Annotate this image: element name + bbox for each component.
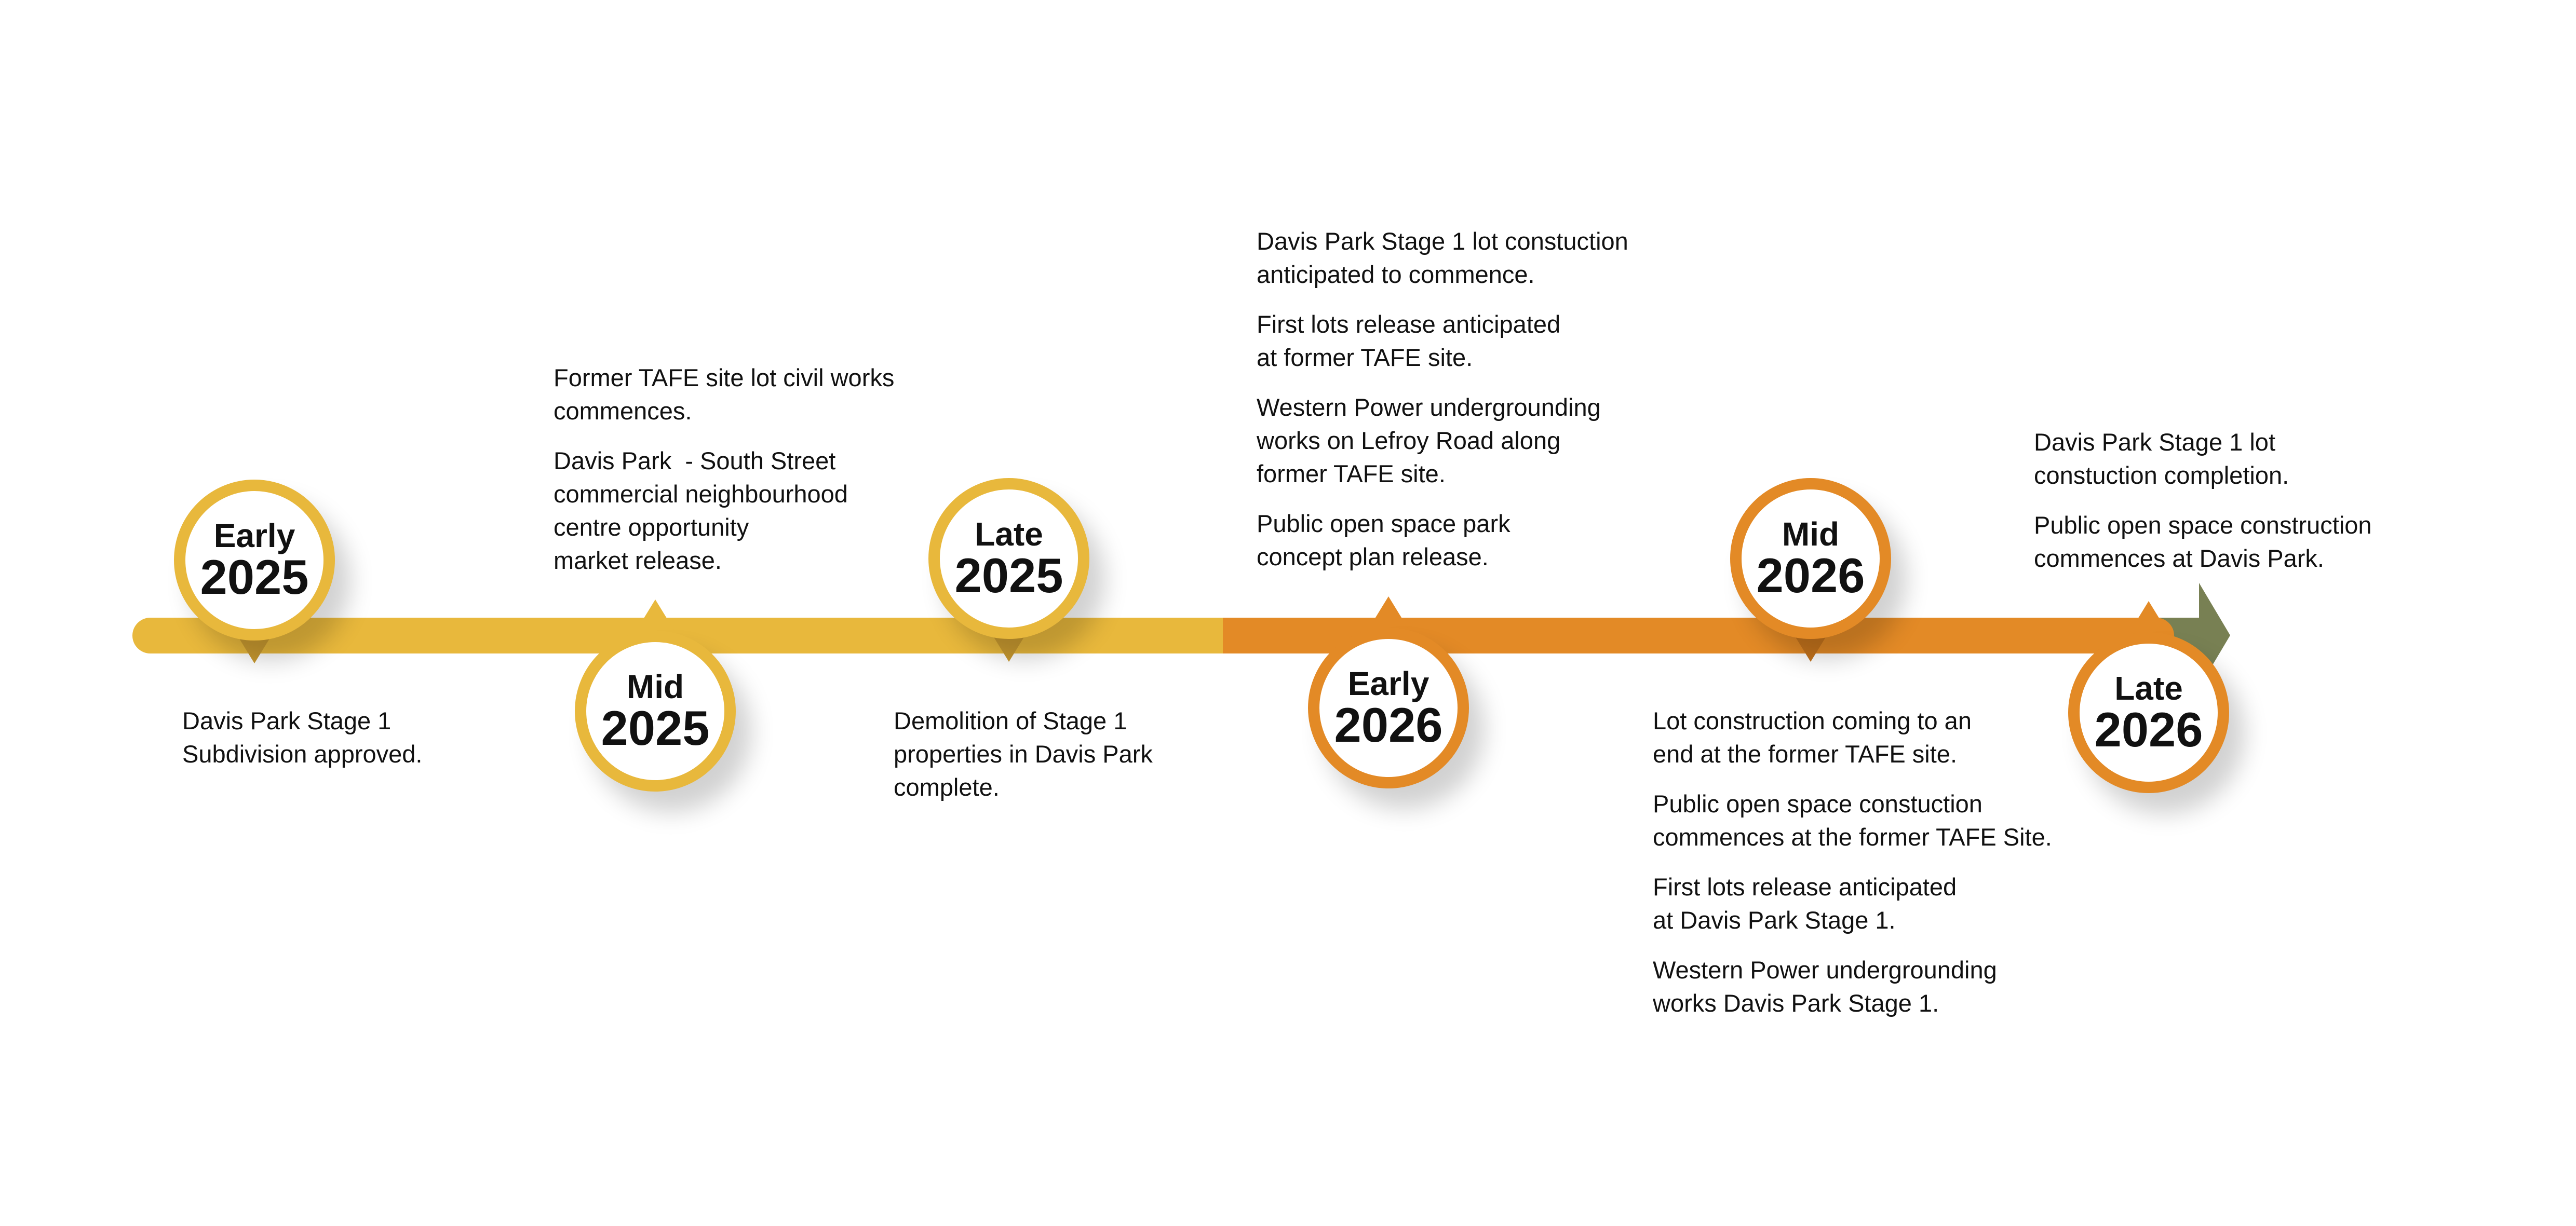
note-line: complete. (894, 773, 1000, 801)
note-line: properties in Davis Park (894, 740, 1153, 768)
note-line: commences at the former TAFE Site. (1653, 823, 2052, 851)
milestone-year: 2025 (200, 550, 309, 604)
milestone-period: Early (1347, 665, 1429, 702)
pointer-up-icon (1369, 596, 1408, 629)
note-line: Public open space constuction (1653, 790, 1982, 818)
milestone-year: 2026 (2094, 702, 2203, 757)
milestone-notes-late-2025: Demolition of Stage 1 properties in Davis… (894, 704, 1153, 821)
note-paragraph: Davis Park Stage 1 lot constuction comple… (2034, 426, 2372, 492)
note-paragraph: Public open space park concept plan relea… (1257, 507, 1628, 574)
note-paragraph: Davis Park Stage 1 lot constuction antici… (1257, 225, 1628, 291)
note-paragraph: Davis Park - South Street commercial neig… (554, 444, 894, 577)
note-line: market release. (554, 547, 722, 574)
milestone-period: Mid (1782, 515, 1840, 553)
note-line: concept plan release. (1257, 543, 1489, 570)
note-line: Davis Park Stage 1 lot (2034, 428, 2275, 456)
note-line: at former TAFE site. (1257, 344, 1473, 371)
pointer-up-icon (2129, 601, 2168, 633)
note-line: Subdivision approved. (182, 740, 423, 768)
note-paragraph: Former TAFE site lot civil works commence… (554, 361, 894, 428)
milestone-notes-mid-2025: Former TAFE site lot civil works commence… (554, 361, 894, 594)
milestone-period: Early (213, 517, 295, 554)
milestone-early-2025: Early 2025 (174, 480, 335, 641)
milestone-period: Late (2114, 670, 2183, 707)
note-line: Western Power undergrounding (1257, 393, 1601, 421)
note-line: First lots release anticipated (1257, 310, 1561, 338)
note-line: works on Lefroy Road along (1257, 427, 1561, 454)
milestone-notes-mid-2026: Lot construction coming to an end at the … (1653, 704, 2052, 1037)
note-line: centre opportunity (554, 513, 749, 541)
note-line: Western Power undergrounding (1653, 956, 1997, 984)
note-line: Public open space construction (2034, 511, 2372, 539)
note-line: constuction completion. (2034, 461, 2289, 489)
note-paragraph: Demolition of Stage 1 properties in Davis… (894, 704, 1153, 804)
milestone-mid-2025: Mid 2025 (575, 631, 736, 792)
milestone-notes-late-2026: Davis Park Stage 1 lot constuction comple… (2034, 426, 2372, 592)
note-paragraph: Public open space constuction commences a… (1653, 787, 2052, 854)
note-line: Public open space park (1257, 510, 1510, 537)
note-line: Demolition of Stage 1 (894, 707, 1127, 734)
milestone-early-2026: Early 2026 (1308, 628, 1469, 788)
milestone-year: 2025 (601, 701, 710, 755)
note-line: works Davis Park Stage 1. (1653, 989, 1939, 1017)
milestone-year: 2026 (1756, 548, 1865, 603)
note-line: First lots release anticipated (1653, 873, 1957, 901)
note-line: Lot construction coming to an (1653, 707, 1972, 734)
note-paragraph: Public open space construction commences … (2034, 509, 2372, 575)
milestone-period: Mid (626, 668, 684, 705)
milestone-notes-early-2025: Davis Park Stage 1 Subdivision approved. (182, 704, 422, 787)
milestone-notes-early-2026: Davis Park Stage 1 lot constuction antici… (1257, 225, 1628, 590)
milestone-year: 2026 (1334, 698, 1443, 752)
note-line: commences at Davis Park. (2034, 544, 2324, 572)
pointer-up-icon (636, 600, 675, 632)
note-paragraph: Lot construction coming to an end at the … (1653, 704, 2052, 771)
note-paragraph: Western Power undergrounding works on Lef… (1257, 391, 1628, 491)
note-line: Former TAFE site lot civil works (554, 364, 895, 391)
milestone-mid-2026: Mid 2026 (1730, 478, 1891, 639)
milestone-year: 2025 (954, 548, 1063, 603)
note-paragraph: First lots release anticipated at Davis P… (1653, 870, 2052, 937)
note-line: at Davis Park Stage 1. (1653, 906, 1896, 934)
note-line: former TAFE site. (1257, 460, 1446, 487)
milestone-period: Late (975, 515, 1043, 553)
note-paragraph: First lots release anticipated at former … (1257, 308, 1628, 374)
note-line: commercial neighbourhood (554, 480, 848, 508)
note-paragraph: Davis Park Stage 1 Subdivision approved. (182, 704, 422, 771)
note-line: Davis Park Stage 1 (182, 707, 392, 734)
note-line: Davis Park - South Street (554, 447, 836, 474)
milestone-late-2025: Late 2025 (928, 478, 1089, 639)
note-line: commences. (554, 397, 692, 425)
note-paragraph: Western Power undergrounding works Davis … (1653, 953, 2052, 1020)
note-line: anticipated to commence. (1257, 261, 1535, 288)
note-line: end at the former TAFE site. (1653, 740, 1958, 768)
note-line: Davis Park Stage 1 lot constuction (1257, 227, 1628, 255)
milestone-late-2026: Late 2026 (2068, 632, 2229, 793)
